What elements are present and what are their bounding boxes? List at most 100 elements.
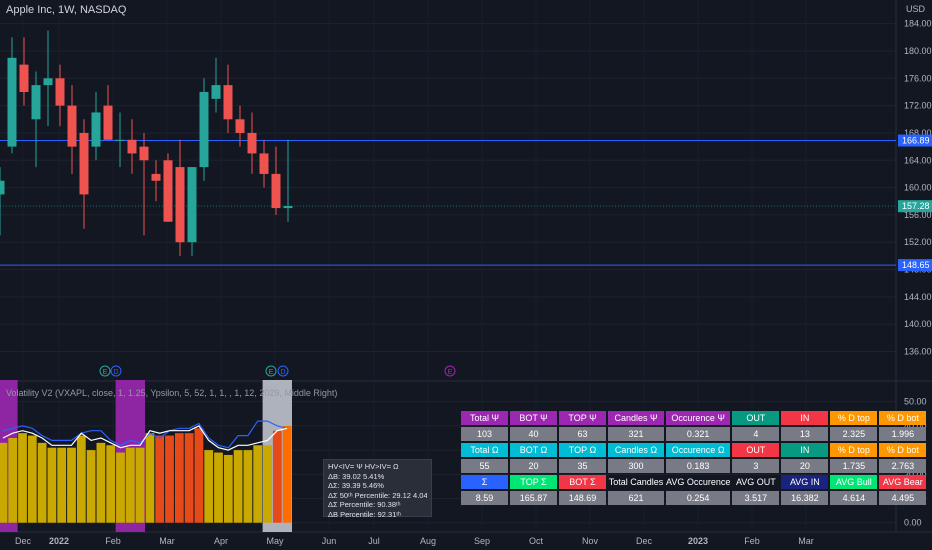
stats-value-cell: 1.735 (830, 459, 878, 473)
tooltip-line: ΔΣ 50ᵗʰ Percentile: 29.12 4.04% (328, 490, 427, 500)
price-label-box (898, 134, 932, 147)
stats-header-cell: AVG Occurence (666, 475, 731, 489)
stats-value-cell: 4 (732, 427, 780, 441)
time-tick-label: Sep (474, 536, 490, 546)
volatility-bar (204, 450, 214, 523)
volatility-bar (263, 445, 272, 523)
volatility-bar (8, 438, 18, 523)
time-tick-label: Jun (322, 536, 337, 546)
price-tick-label: 160.00 (904, 183, 932, 193)
candle-body (91, 112, 101, 147)
stats-value-cell: 0.254 (666, 491, 731, 505)
symbol-title[interactable]: Apple Inc, 1W, NASDAQ (6, 4, 127, 16)
time-tick-label: Jul (368, 536, 380, 546)
time-tick-label: Dec (636, 536, 653, 546)
event-marker-circle (277, 365, 289, 377)
volatility-bar (47, 447, 57, 523)
stats-value-cell: 1.996 (879, 427, 927, 441)
price-tick-label: 168.00 (904, 128, 932, 138)
stats-value-cell: 165.87 (510, 491, 557, 505)
price-tick-label: 136.00 (904, 347, 932, 357)
indicator-tick-label: 20.00 (904, 469, 927, 479)
volatility-bar (184, 433, 194, 523)
stats-header-cell: AVG IN (781, 475, 829, 489)
stats-header-cell: Occurence Ω (666, 443, 731, 457)
stats-header-cell: OUT (732, 443, 780, 457)
volatility-bar (272, 430, 282, 523)
volatility-bar (165, 435, 174, 523)
volatility-bar (125, 447, 135, 523)
stats-value-cell: 0.183 (666, 459, 731, 473)
event-marker[interactable]: E (265, 365, 277, 377)
stats-header-cell: TOP Σ (510, 475, 557, 489)
candle-body (139, 146, 149, 161)
time-tick-label: 2023 (688, 536, 708, 546)
indicator-title[interactable]: Volatility V2 (VXAPL, close, 1, 1.25, Yp… (6, 388, 338, 398)
event-marker[interactable]: D (277, 365, 289, 377)
price-tick-label: 172.00 (904, 101, 932, 111)
stats-value-cell: 621 (608, 491, 664, 505)
candle-body (115, 139, 125, 141)
volatility-bar (243, 450, 253, 523)
stats-header-cell: TOP Ω (559, 443, 606, 457)
event-marker-label: D (280, 369, 285, 376)
time-tick-label: Feb (744, 536, 760, 546)
stats-header-cell: BOT Σ (559, 475, 606, 489)
stats-value-cell: 0.321 (666, 427, 731, 441)
stats-value-cell: 300 (608, 459, 664, 473)
candle-body (271, 173, 281, 209)
volatility-bar (135, 447, 145, 523)
stats-header-cell: Total Candles (608, 475, 664, 489)
stats-value-cell: 4.495 (879, 491, 927, 505)
indicator-tick-label: 50.00 (904, 397, 927, 407)
event-marker[interactable]: E (444, 365, 456, 377)
price-tick-label: 140.00 (904, 319, 932, 329)
candle-body (7, 57, 17, 147)
tooltip-line: HV<IV= Ψ HV>IV= Ω (328, 462, 399, 471)
event-marker[interactable]: E (99, 365, 111, 377)
indicator-tick-label: 0.00 (904, 518, 922, 528)
candle-body (127, 139, 137, 154)
event-marker-circle (110, 365, 122, 377)
volatility-line-white (2, 425, 288, 451)
tooltip-line: ΔΣ: 39.39 5.46% (328, 481, 384, 491)
event-marker-label: E (269, 369, 274, 376)
price-label-box (898, 200, 932, 213)
price-tick-label: 180.00 (904, 46, 932, 56)
event-marker-circle (265, 365, 277, 377)
stats-row: 103 40 63 321 0.321 4 13 2.325 1.996 (461, 427, 927, 441)
candle-body (163, 160, 173, 222)
stats-row: Total Ψ BOT Ψ TOP Ψ Candles Ψ Occurence Ψ OUT… (461, 411, 927, 425)
volatility-bar (106, 445, 116, 523)
price-label-box (898, 259, 932, 272)
candle-body (79, 132, 89, 195)
stats-header-cell: % D top (830, 443, 878, 457)
price-tick-label: 164.00 (904, 155, 932, 165)
stats-header-cell: Total Ψ (461, 411, 508, 425)
candle-body (43, 78, 53, 86)
volatility-bar (174, 433, 184, 523)
event-marker[interactable]: D (110, 365, 122, 377)
stats-row: Total Ω BOT Ω TOP Ω Candles Ω Occurence Ω OUT… (461, 443, 927, 457)
candle-body (283, 206, 293, 209)
stats-value-cell: 16.382 (781, 491, 829, 505)
stats-header-cell: % D bot (879, 411, 927, 425)
stats-value-cell: 148.69 (559, 491, 606, 505)
tooltip-line: ΔB Percentile: 92.31ᵗʰ (328, 509, 401, 519)
stats-value-cell: 35 (559, 459, 606, 473)
stats-row: 55 20 35 300 0.183 3 20 1.735 2.763 (461, 459, 927, 473)
time-tick-label: Apr (214, 536, 228, 546)
stats-header-cell: % D bot (879, 443, 927, 457)
time-tick-label: Oct (529, 536, 544, 546)
price-tick-label: 176.00 (904, 73, 932, 83)
event-marker-label: E (103, 369, 108, 376)
stats-value-cell: 3 (732, 459, 780, 473)
candle-body (103, 105, 113, 140)
volatility-bar (0, 442, 8, 523)
stats-value-cell: 3.517 (732, 491, 780, 505)
stats-header-cell: AVG OUT (732, 475, 780, 489)
stats-header-cell: BOT Ψ (510, 411, 557, 425)
volatility-bar (214, 452, 223, 523)
